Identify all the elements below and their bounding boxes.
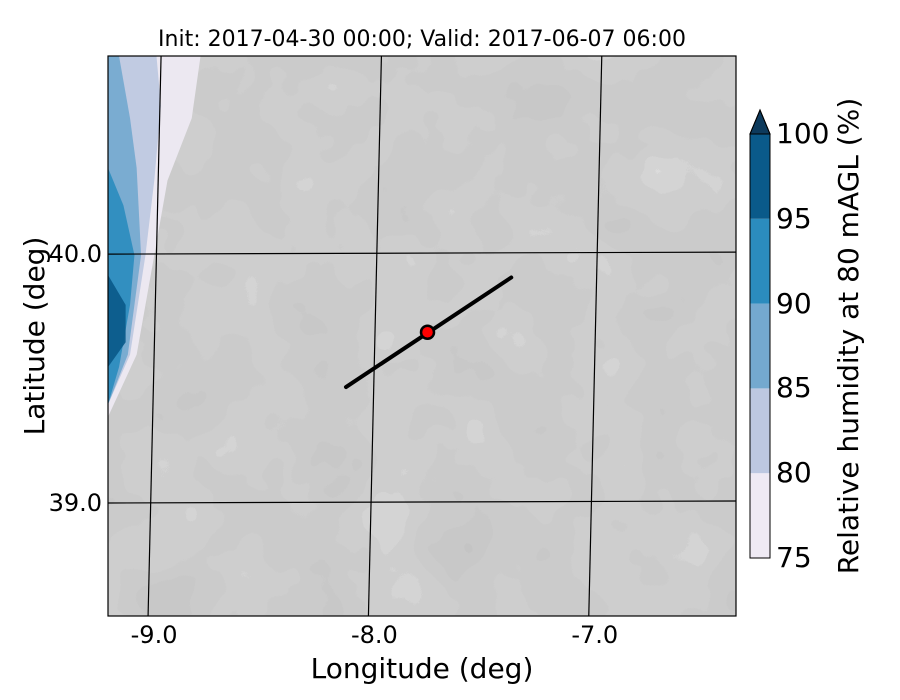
colorbar-label: Relative humidity at 80 mAGL (%)	[832, 97, 865, 575]
colorbar-segment	[750, 388, 770, 474]
colorbar-segment	[750, 303, 770, 389]
meridian-line	[367, 56, 383, 616]
site-marker	[419, 324, 436, 341]
meridian-line	[147, 56, 162, 616]
colorbar-segment	[750, 134, 770, 219]
chart-title: Init: 2017-04-30 00:00; Valid: 2017-06-0…	[158, 27, 686, 52]
y-tick-label: 40.0	[48, 240, 102, 269]
colorbar-segment	[750, 473, 770, 558]
humidity-band	[108, 275, 126, 368]
meridian-line	[588, 56, 603, 616]
x-axis-label: Longitude (deg)	[310, 652, 534, 685]
parallel-line	[108, 251, 736, 255]
y-tick-label: 39.0	[48, 489, 102, 517]
colorbar-tick-label: 75	[776, 541, 812, 574]
x-tick-label: -7.0	[571, 621, 619, 649]
colorbar-segment	[750, 218, 770, 304]
colorbar-tick-label: 100	[776, 117, 830, 150]
colorbar-tick-label: 95	[776, 201, 812, 235]
x-tick-label: -9.0	[130, 621, 178, 649]
x-tick-label: -8.0	[350, 621, 398, 649]
colorbar-extend-arrow	[749, 108, 771, 135]
y-axis-label: Latitude (deg)	[18, 236, 51, 436]
colorbar-outline	[749, 108, 771, 559]
colorbar	[749, 108, 771, 559]
colorbar-tick-label: 85	[776, 371, 812, 405]
colorbar-tick-label: 80	[776, 456, 812, 490]
colorbar-tick-label: 90	[776, 286, 812, 320]
parallel-line	[108, 500, 736, 504]
plot-frame	[107, 55, 737, 617]
